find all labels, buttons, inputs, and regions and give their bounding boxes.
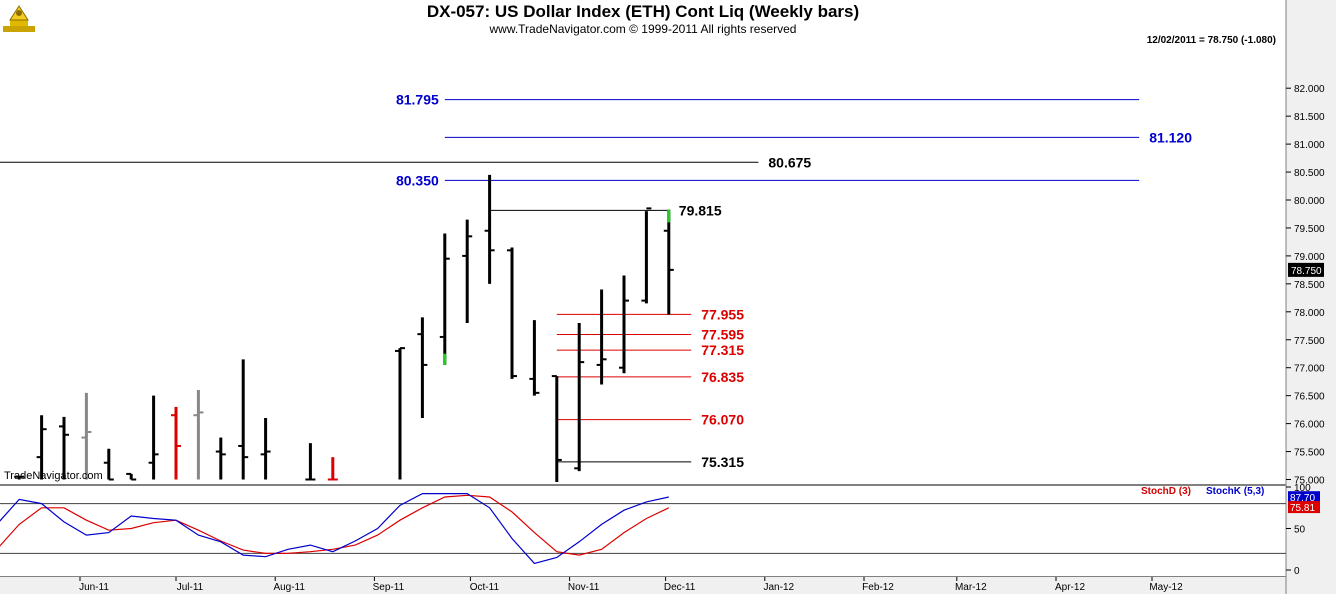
x-tick-label: Nov-11 [568, 582, 600, 593]
y-tick-label: 81.000 [1294, 140, 1325, 151]
x-tick-label: Dec-11 [664, 582, 696, 593]
trade-navigator-logo-icon [3, 5, 35, 32]
y-tick-label: 78.500 [1294, 280, 1325, 291]
level-label: 75.315 [701, 454, 744, 470]
level-label: 80.675 [768, 154, 811, 170]
x-tick-label: Aug-11 [273, 582, 305, 593]
level-label: 81.795 [396, 92, 439, 108]
last-price-info: 12/02/2011 = 78.750 (-1.080) [1146, 35, 1276, 46]
level-label: 76.835 [701, 369, 744, 385]
x-tick-label: Jul-11 [177, 582, 204, 593]
y-tick-label: 79.000 [1294, 252, 1325, 263]
y-tick-label: 82.000 [1294, 84, 1325, 95]
y-tick-label: 77.500 [1294, 336, 1325, 347]
level-label: 77.315 [701, 342, 744, 358]
x-axis-band [0, 576, 1336, 594]
level-label: 79.815 [679, 202, 722, 218]
x-tick-label: Jun-11 [79, 582, 109, 593]
x-tick-label: Feb-12 [862, 582, 894, 593]
y-tick-label: 81.500 [1294, 112, 1325, 123]
stoch-y-tick-label: 50 [1294, 525, 1306, 536]
legend-stochk: StochK (5,3) [1206, 486, 1265, 497]
stochk-value-label: 87.70 [1290, 493, 1315, 504]
y-tick-label: 75.000 [1294, 476, 1325, 487]
legend-stochd: StochD (3) [1141, 486, 1191, 497]
y-tick-label: 79.500 [1294, 224, 1325, 235]
x-tick-label: Apr-12 [1055, 582, 1085, 593]
price-bars [14, 174, 674, 482]
stoch-y-tick-label: 0 [1294, 566, 1300, 577]
stoch-line [0, 494, 670, 556]
y-tick-label: 80.000 [1294, 196, 1325, 207]
x-tick-label: Mar-12 [955, 582, 987, 593]
level-label: 81.120 [1149, 129, 1192, 145]
watermark-text: TradeNavigator.com [4, 470, 103, 482]
y-tick-label: 76.000 [1294, 420, 1325, 431]
y-tick-label: 80.500 [1294, 168, 1325, 179]
levels: 81.795 81.120 80.675 80.350 79.815 77.955 77.5… [0, 92, 1192, 470]
y-tick-label: 78.000 [1294, 308, 1325, 319]
y-tick-label: 77.000 [1294, 364, 1325, 375]
stochd-value-label: 75.81 [1290, 503, 1315, 514]
level-label: 76.070 [701, 412, 744, 428]
level-label: 77.955 [701, 306, 744, 322]
level-label: 80.350 [396, 172, 439, 188]
x-tick-label: Sep-11 [373, 582, 405, 593]
chart-title: DX-057: US Dollar Index (ETH) Cont Liq (… [426, 2, 860, 21]
last-price-label: 78.750 [1291, 266, 1322, 277]
x-tick-label: Jan-12 [764, 582, 795, 593]
x-tick-label: May-12 [1149, 582, 1183, 593]
level-label: 77.595 [701, 326, 744, 342]
stoch-y-tick-label: 100 [1294, 483, 1311, 494]
stochd-value-box [1288, 501, 1320, 514]
stochk-value-box [1288, 491, 1320, 504]
stoch-line [0, 493, 669, 565]
last-price-box [1288, 262, 1324, 277]
y-tick-label: 76.500 [1294, 392, 1325, 403]
y-tick-label: 75.500 [1294, 448, 1325, 459]
x-tick-label: Oct-11 [470, 582, 500, 593]
copyright-text: www.TradeNavigator.com © 1999-2011 All r… [489, 22, 797, 36]
